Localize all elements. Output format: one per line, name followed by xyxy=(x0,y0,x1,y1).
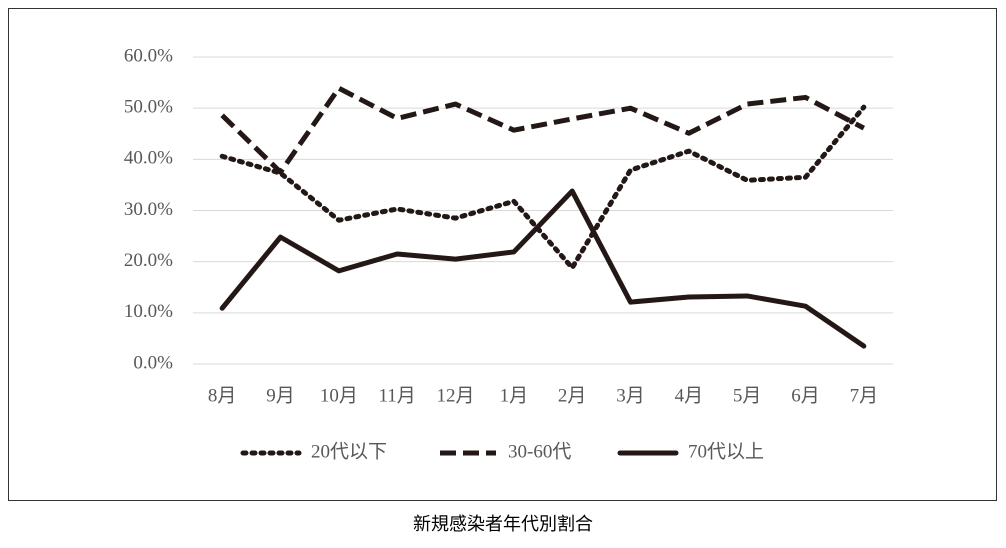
x-tick-label: 2月 xyxy=(558,385,587,406)
series-line xyxy=(219,188,867,349)
y-tick-label: 50.0% xyxy=(124,97,173,118)
series-line xyxy=(220,85,865,175)
chart-title: 新規感染者年代別割合 xyxy=(413,514,593,535)
y-tick-label: 40.0% xyxy=(124,148,173,169)
x-tick-label: 8月 xyxy=(208,385,237,406)
series-line xyxy=(219,104,867,271)
x-tick-label: 3月 xyxy=(616,385,645,406)
x-tick-label: 7月 xyxy=(850,385,879,406)
y-tick-label: 0.0% xyxy=(133,352,173,373)
legend-label: 20代以下 xyxy=(311,440,387,462)
x-tick-label: 9月 xyxy=(266,385,295,406)
y-tick-label: 60.0% xyxy=(124,45,173,66)
y-tick-label: 20.0% xyxy=(124,250,173,271)
x-tick-label: 6月 xyxy=(791,385,820,406)
y-tick-label: 30.0% xyxy=(124,199,173,220)
x-tick-label: 1月 xyxy=(500,385,529,406)
legend-label: 70代以上 xyxy=(688,440,764,462)
y-tick-label: 10.0% xyxy=(124,301,173,322)
x-tick-label: 11月 xyxy=(379,385,416,406)
legend-label: 30-60代 xyxy=(508,440,571,462)
x-tick-label: 5月 xyxy=(733,385,762,406)
x-tick-label: 10月 xyxy=(320,385,358,406)
x-tick-label: 4月 xyxy=(675,385,704,406)
x-tick-label: 12月 xyxy=(436,385,474,406)
